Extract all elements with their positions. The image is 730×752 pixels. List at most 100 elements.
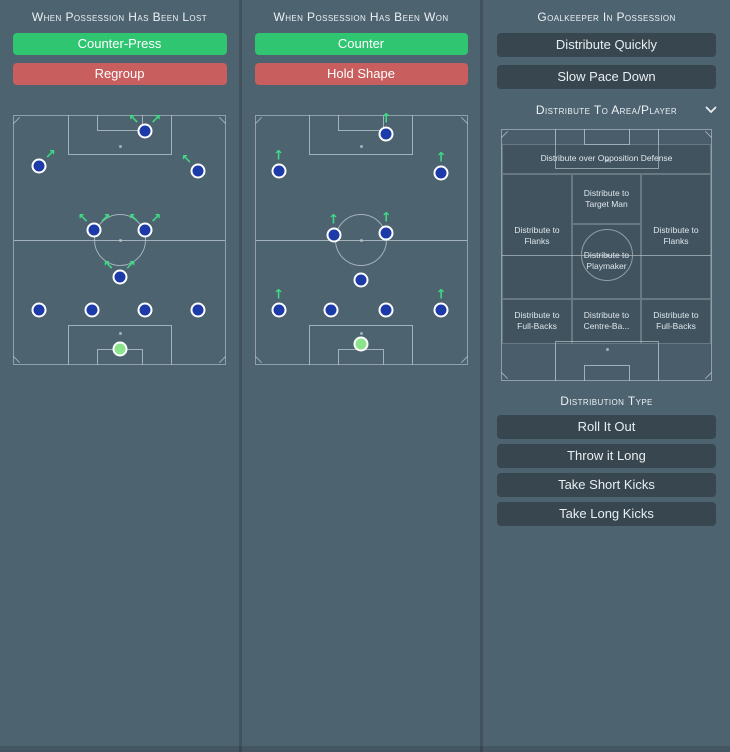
arrow-up-right-icon: ↗ <box>44 147 56 163</box>
distribute-quickly-button[interactable]: Distribute Quickly <box>497 33 716 58</box>
pitch-marking <box>254 117 262 125</box>
pitch-marking <box>583 129 630 146</box>
roll-it-out-button[interactable]: Roll It Out <box>497 415 716 440</box>
pitch-marking <box>360 332 363 336</box>
zone-label: Distribute to Centre-Ba... <box>583 310 630 332</box>
zone-label: Distribute over Opposition Defense <box>540 153 673 164</box>
arrow-up-left-icon: ↖ <box>77 211 89 227</box>
player-left-cb <box>323 302 339 318</box>
counter-press-button[interactable]: Counter-Press <box>12 33 227 56</box>
zone-label: Distribute to Flanks <box>653 225 699 247</box>
slow-pace-down-button[interactable]: Slow Pace Down <box>497 65 716 90</box>
zone-label: Distribute to Full-Backs <box>514 310 560 332</box>
throw-it-long-button[interactable]: Throw it Long <box>497 444 716 469</box>
pitch-marking <box>338 115 384 132</box>
zone-label: Distribute to Flanks <box>514 225 560 247</box>
player-left-winger <box>31 158 47 174</box>
counter-button[interactable]: Counter <box>254 33 468 56</box>
arrow-up-left-icon: ↖ <box>128 112 140 128</box>
pitch-marking <box>605 348 609 352</box>
take-long-kicks-button[interactable]: Take Long Kicks <box>497 502 716 527</box>
player-dm <box>112 269 127 285</box>
pitch-marking <box>704 372 713 380</box>
distribution-zones-pitch: Distribute over Opposition Defense Distri… <box>500 129 713 382</box>
arrow-up-left-icon: ↖ <box>103 258 114 274</box>
zone-full-backs-left[interactable]: Distribute to Full-Backs <box>502 298 572 344</box>
player-striker <box>378 126 394 142</box>
take-short-kicks-button[interactable]: Take Short Kicks <box>497 473 716 498</box>
pitch-marking <box>500 131 509 139</box>
arrow-up-right-icon: ↗ <box>99 211 111 227</box>
pitch-marking <box>67 325 172 366</box>
player-left-back <box>271 302 287 318</box>
zone-label: Distribute to Full-Backs <box>653 310 699 332</box>
pitch-marking <box>254 356 262 364</box>
player-right-cb <box>137 302 153 318</box>
possession-lost-section: When Possession Has Been Lost Counter-Pr… <box>0 0 242 752</box>
pitch-marking <box>67 115 172 156</box>
player-dm <box>353 272 369 288</box>
zone-flanks-right[interactable]: Distribute to Flanks <box>640 173 711 299</box>
arrow-up-left-icon: ↖ <box>181 152 193 168</box>
zone-over-opposition-defense[interactable]: Distribute over Opposition Defense <box>502 143 711 174</box>
zone-label: Distribute to Playmaker <box>583 250 630 272</box>
possession-won-pitch: ↑ ↑ ↑ ↑ ↑ ↑ ↑ <box>254 111 468 366</box>
player-striker <box>137 123 153 139</box>
zone-playmaker[interactable]: Distribute to Playmaker <box>572 223 641 299</box>
player-left-back <box>31 302 47 318</box>
distribution-type-header: Distribution Type <box>560 394 653 409</box>
pitch-marking <box>360 145 363 149</box>
hold-shape-button[interactable]: Hold Shape <box>254 63 468 86</box>
pitch-marking <box>554 129 659 170</box>
pitch-marking <box>500 372 509 380</box>
player-left-cm <box>86 222 102 238</box>
pitch-marking <box>218 117 227 125</box>
pitch-marking <box>12 117 21 125</box>
pitch-marking <box>118 145 122 149</box>
goalkeeper-title: Goalkeeper In Possession <box>537 10 676 24</box>
player-goalkeeper <box>353 336 369 352</box>
pitch-marking <box>704 131 713 139</box>
pitch-marking <box>460 356 468 364</box>
arrow-up-icon: ↑ <box>380 111 392 127</box>
regroup-button[interactable]: Regroup <box>12 63 227 86</box>
zone-full-backs-right[interactable]: Distribute to Full-Backs <box>640 298 711 344</box>
possession-won-section: When Possession Has Been Won Counter Hol… <box>242 0 483 752</box>
player-left-cb <box>84 302 100 318</box>
arrow-up-right-icon: ↗ <box>150 112 162 128</box>
distribute-area-label: Distribute To Area/Player <box>535 103 678 118</box>
zone-centre-backs[interactable]: Distribute to Centre-Ba... <box>572 298 641 344</box>
distribute-area-dropdown[interactable]: Distribute To Area/Player <box>483 97 730 123</box>
player-right-winger <box>433 165 449 181</box>
goalkeeper-section: Goalkeeper In Possession Distribute Quic… <box>483 0 730 752</box>
possession-won-title: When Possession Has Been Won <box>273 10 449 24</box>
arrow-up-icon: ↑ <box>328 212 340 228</box>
player-goalkeeper <box>112 341 127 357</box>
pitch-marking <box>360 239 363 243</box>
pitch-marking <box>118 239 122 243</box>
player-right-back <box>190 302 206 318</box>
pitch-marking <box>460 117 468 125</box>
player-right-winger <box>190 163 206 179</box>
arrow-up-right-icon: ↗ <box>125 258 136 274</box>
chevron-down-icon <box>705 106 717 114</box>
arrow-up-icon: ↑ <box>273 148 285 164</box>
pitch-marking <box>218 356 227 364</box>
zone-label: Distribute to Target Man <box>583 187 630 209</box>
pitch-marking <box>580 229 633 282</box>
pitch-marking <box>554 341 659 382</box>
pitch-marking <box>96 115 143 132</box>
pitch-marking <box>605 254 609 258</box>
pitch-marking <box>309 115 413 156</box>
zone-target-man[interactable]: Distribute to Target Man <box>572 173 641 224</box>
pitch-marking <box>605 159 609 163</box>
arrow-up-icon: ↑ <box>380 210 392 226</box>
pitch-marking <box>118 332 122 336</box>
player-right-cm <box>378 225 394 241</box>
player-left-winger <box>271 163 287 179</box>
player-right-back <box>433 302 449 318</box>
zone-flanks-left[interactable]: Distribute to Flanks <box>502 173 572 299</box>
player-left-cm <box>326 227 342 243</box>
pitch-marking <box>309 325 413 366</box>
